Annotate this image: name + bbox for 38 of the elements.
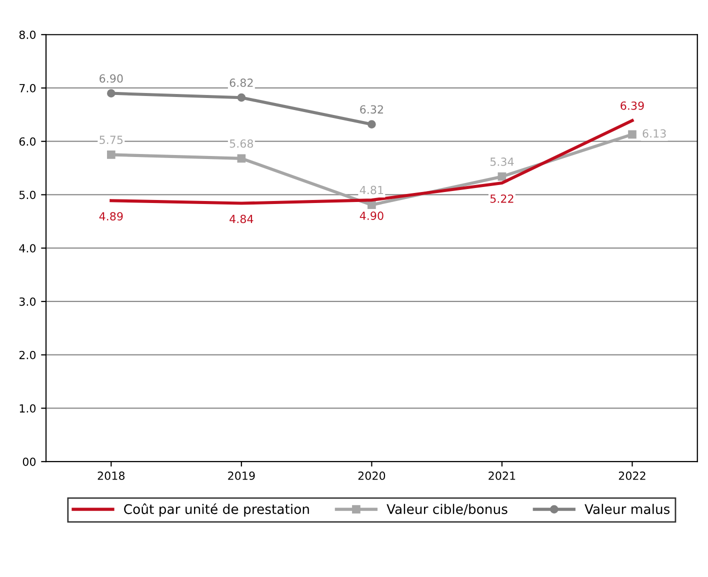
y-tick-label: 1.0 bbox=[20, 404, 36, 413]
y-tick-label: 7.0 bbox=[20, 84, 36, 92]
x-tick-label: 2021 bbox=[488, 472, 516, 480]
point bbox=[368, 200, 376, 210]
data-label: 4.84 bbox=[230, 214, 254, 224]
point bbox=[628, 130, 636, 139]
point bbox=[368, 120, 376, 128]
data-label: 6.90 bbox=[100, 74, 123, 83]
point bbox=[498, 172, 506, 181]
data-label: 6.39 bbox=[620, 101, 644, 110]
legend-label: Coût par unité de prestation bbox=[124, 503, 309, 517]
x-tick-label: 2018 bbox=[98, 472, 125, 480]
y-tick-label: 2.0 bbox=[19, 350, 36, 360]
data-label: 6.82 bbox=[230, 78, 253, 87]
y-tick-label: 5.0 bbox=[19, 190, 36, 200]
y-tick-label: 00 bbox=[22, 458, 36, 466]
point bbox=[237, 154, 246, 163]
data-label: 6.32 bbox=[360, 105, 383, 114]
data-label: 5.34 bbox=[490, 158, 514, 166]
x-tick-label: 2019 bbox=[228, 472, 255, 480]
y-tick-label: 8.0 bbox=[19, 30, 36, 39]
data-label: 6.13 bbox=[642, 129, 666, 138]
x-tick-label: 2022 bbox=[618, 472, 646, 480]
data-label: 5.22 bbox=[490, 194, 514, 203]
point bbox=[106, 89, 116, 98]
data-label: 4.89 bbox=[99, 212, 123, 220]
y-tick-label: 4.0 bbox=[19, 244, 36, 252]
point bbox=[106, 150, 116, 159]
legend-label: Valeur malus bbox=[584, 504, 670, 514]
data-label: 4.90 bbox=[360, 212, 384, 220]
data-label: 5.68 bbox=[230, 139, 254, 148]
legend-label: Valeur cible/bonus bbox=[386, 504, 508, 516]
data-label: 5.75 bbox=[100, 136, 123, 144]
data-label: 4.81 bbox=[360, 186, 384, 194]
x-tick-label: 2020 bbox=[358, 472, 386, 480]
y-tick-label: 3.0 bbox=[19, 297, 36, 306]
point bbox=[237, 93, 246, 102]
y-tick-label: 6.0 bbox=[19, 137, 36, 146]
